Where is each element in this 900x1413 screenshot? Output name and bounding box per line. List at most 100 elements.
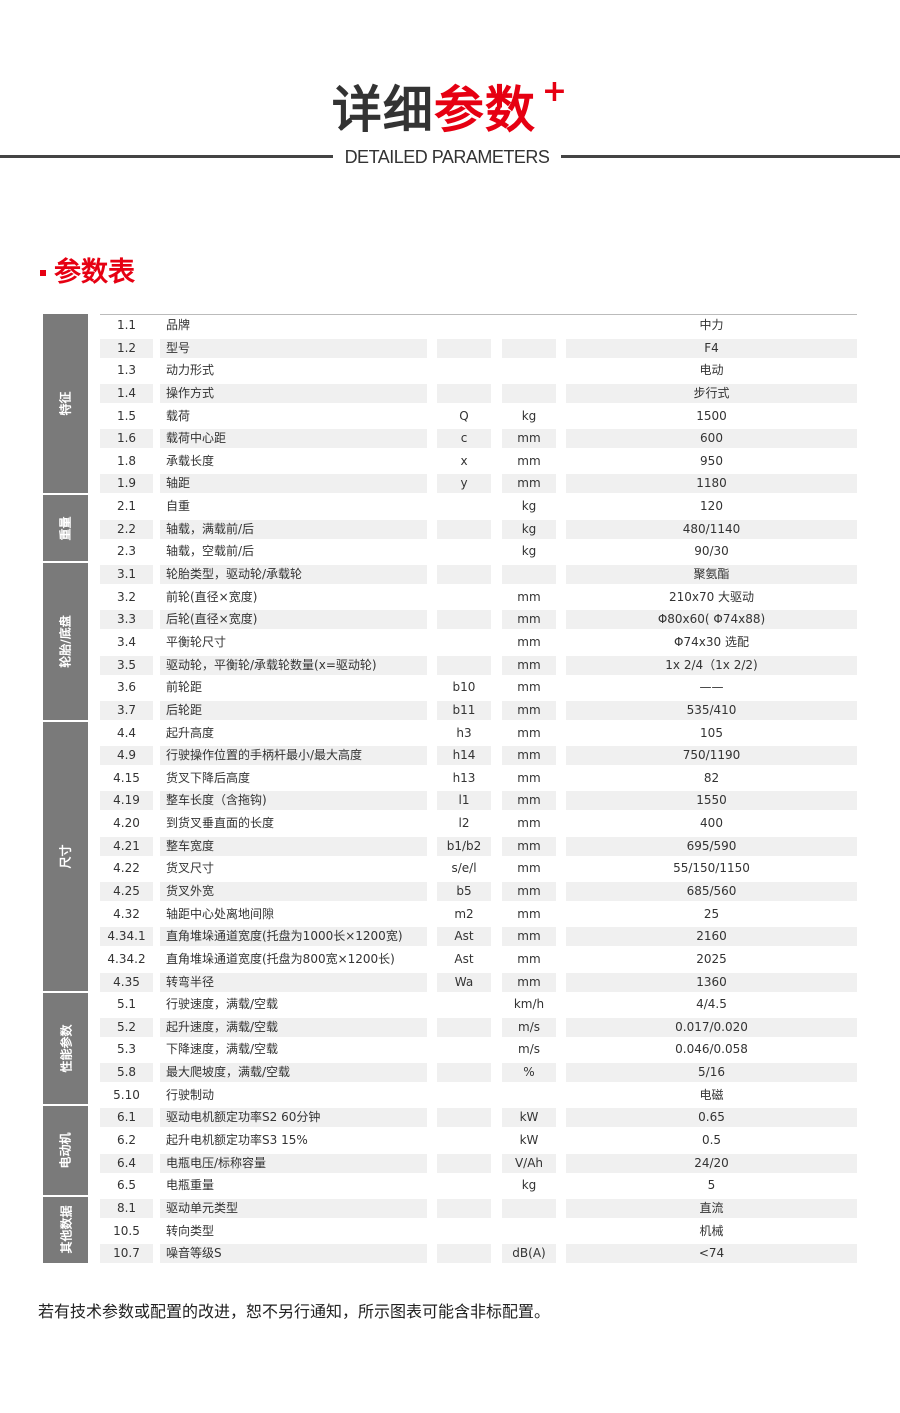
group-label-text: 重量 — [58, 516, 73, 541]
param-unit — [502, 383, 556, 403]
row-number: 2.3 — [116, 544, 137, 559]
param-symbol — [437, 655, 491, 675]
param-symbol — [437, 1108, 491, 1128]
param-symbol — [437, 565, 491, 585]
param-value: 机械 — [699, 1223, 724, 1238]
table-row: 2.1 自重 kg 120 — [100, 495, 857, 518]
row-number: 4.4 — [116, 725, 137, 740]
param-unit: kg — [521, 408, 537, 423]
param-name: 前轮距 — [166, 680, 203, 695]
param-value: 电磁 — [699, 1087, 724, 1102]
row-number: 1.2 — [100, 338, 153, 358]
param-symbol — [437, 1086, 491, 1105]
table-row: 6.1 驱动电机额定功率S2 60分钟 kW 0.65 — [100, 1106, 857, 1129]
param-unit — [502, 338, 556, 358]
divider-right — [561, 155, 900, 158]
param-name: 轮胎类型，驱动轮/承载轮 — [160, 565, 427, 585]
param-unit: m/s — [518, 1042, 540, 1057]
table-row: 1.3 动力形式 电动 — [100, 359, 857, 382]
table-row: 4.35 转弯半径 Wa mm 1360 — [100, 971, 857, 994]
footnote: 若有技术参数或配置的改进，恕不另行通知，所示图表可能含非标配置。 — [38, 1302, 551, 1321]
param-name: 品牌 — [166, 318, 191, 332]
table-row: 1.6 载荷中心距 c mm 600 — [100, 427, 857, 450]
param-value: 5/16 — [566, 1063, 857, 1083]
row-number: 3.5 — [100, 655, 153, 675]
param-value: <74 — [566, 1244, 857, 1264]
param-value: 1180 — [566, 474, 857, 494]
param-symbol: b5 — [437, 882, 491, 901]
table-row: 3.2 前轮(直径×宽度) mm 210x70 大驱动 — [100, 586, 857, 609]
param-unit: kg — [521, 544, 537, 559]
row-number: 3.1 — [100, 565, 153, 585]
param-value: —— — [699, 680, 724, 695]
param-unit: mm — [517, 634, 541, 649]
param-symbol — [437, 542, 491, 561]
param-name: 到货叉垂直面的长度 — [166, 816, 275, 831]
param-name: 后轮距 — [160, 700, 427, 720]
param-name: 型号 — [160, 338, 427, 358]
param-unit: mm — [502, 882, 556, 901]
param-unit: mm — [517, 770, 541, 785]
param-symbol — [437, 316, 491, 335]
param-unit: mm — [517, 453, 541, 468]
param-name: 操作方式 — [160, 383, 427, 403]
param-unit: mm — [502, 836, 556, 856]
param-unit: mm — [502, 972, 556, 992]
row-number: 5.10 — [113, 1087, 140, 1102]
table-row: 3.4 平衡轮尺寸 mm Φ74x30 选配 — [100, 631, 857, 654]
row-number: 1.3 — [116, 363, 137, 378]
divider-left — [0, 155, 333, 158]
param-name: 轴载，满载前/后 — [160, 519, 427, 539]
param-name: 货叉尺寸 — [166, 861, 215, 876]
param-symbol — [437, 610, 491, 630]
table-row: 3.6 前轮距 b10 mm —— — [100, 676, 857, 699]
table-row: 4.15 货叉下降后高度 h13 mm 82 — [100, 767, 857, 790]
table-row: 6.5 电瓶重量 kg 5 — [100, 1174, 857, 1197]
param-unit — [502, 316, 556, 335]
param-name: 转向类型 — [166, 1223, 215, 1238]
table-row: 1.1 品牌 中力 — [100, 314, 857, 337]
param-name: 直角堆垛通道宽度(托盘为800宽×1200长) — [166, 951, 395, 966]
param-symbol: Wa — [437, 972, 491, 992]
param-symbol — [437, 1040, 491, 1059]
param-name: 整车长度（含拖钩) — [160, 791, 427, 811]
param-unit: mm — [502, 791, 556, 811]
row-number: 4.32 — [113, 906, 140, 921]
param-name: 行驶操作位置的手柄杆最小/最大高度 — [160, 746, 427, 766]
param-unit: mm — [502, 429, 556, 449]
param-value: 750/1190 — [566, 746, 857, 766]
table-row: 4.34.1 直角堆垛通道宽度(托盘为1000长×1200宽) Ast mm 2160 — [100, 925, 857, 948]
param-symbol — [437, 497, 491, 516]
param-symbol: s/e/l — [451, 861, 477, 876]
param-name: 轴距 — [160, 474, 427, 494]
row-number: 5.1 — [116, 997, 137, 1012]
param-name: 起升电机额定功率S3 15% — [166, 1133, 308, 1148]
row-number: 4.19 — [100, 791, 153, 811]
row-number: 6.4 — [100, 1153, 153, 1173]
row-number: 4.22 — [113, 861, 140, 876]
param-value: 950 — [700, 453, 723, 468]
param-value: 1x 2/4（1x 2/2) — [566, 655, 857, 675]
param-value: 600 — [566, 429, 857, 449]
param-value: 25 — [703, 906, 720, 921]
row-number: 4.21 — [100, 836, 153, 856]
table-row: 1.2 型号 F4 — [100, 337, 857, 360]
param-name: 货叉下降后高度 — [166, 770, 251, 785]
param-unit: mm — [517, 816, 541, 831]
param-value: 聚氨酯 — [566, 565, 857, 585]
param-symbol — [437, 588, 491, 607]
param-symbol — [437, 1153, 491, 1173]
param-symbol — [437, 338, 491, 358]
param-unit — [502, 361, 556, 380]
param-symbol: m2 — [454, 906, 474, 921]
param-unit — [502, 1086, 556, 1105]
row-number: 5.3 — [116, 1042, 137, 1057]
param-name: 行驶制动 — [166, 1087, 215, 1102]
row-number: 3.2 — [116, 589, 137, 604]
param-value: 695/590 — [566, 836, 857, 856]
param-symbol: h13 — [452, 770, 476, 785]
param-symbol: c — [437, 429, 491, 449]
param-symbol: b11 — [437, 700, 491, 720]
param-name: 驱动单元类型 — [160, 1198, 427, 1218]
row-number: 3.6 — [116, 680, 137, 695]
